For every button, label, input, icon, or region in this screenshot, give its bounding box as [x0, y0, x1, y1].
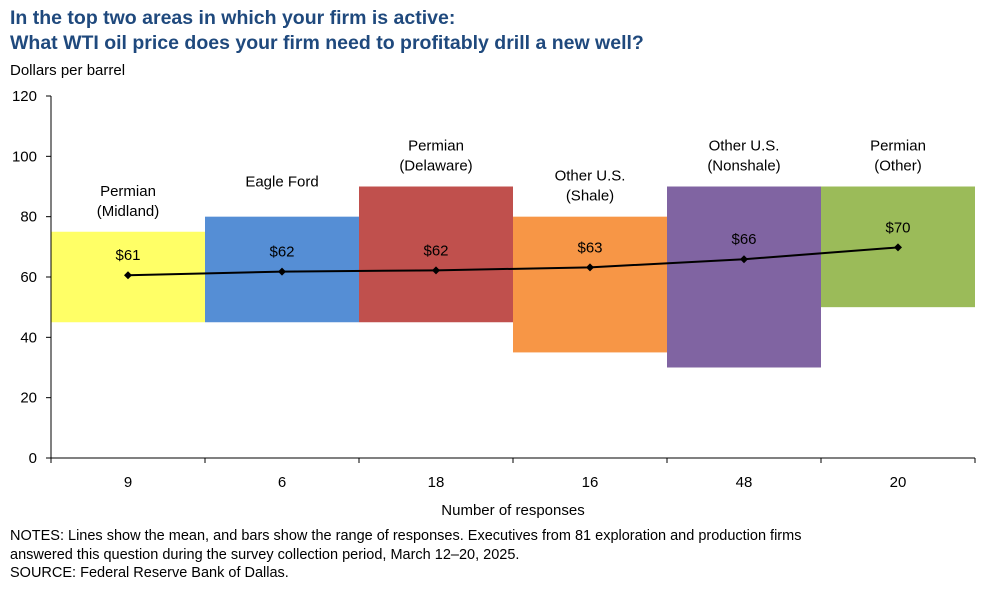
y-tick-label: 80: [20, 209, 37, 226]
category-label: (Delaware): [399, 158, 472, 175]
response-count-label: 20: [890, 474, 907, 491]
notes-line-2: answered this question during the survey…: [10, 546, 520, 563]
response-count-label: 6: [278, 474, 286, 491]
category-label: Other U.S.: [709, 138, 780, 155]
y-tick-label: 120: [12, 88, 37, 105]
mean-marker: [124, 271, 132, 280]
y-tick-label: 20: [20, 390, 37, 407]
notes: NOTES: Lines show the mean, and bars sho…: [10, 527, 990, 583]
title-line-1: In the top two areas in which your firm …: [10, 7, 456, 29]
response-count-label: 9: [124, 474, 132, 491]
chart-title: In the top two areas in which your firm …: [10, 6, 644, 56]
y-tick-label: 40: [20, 329, 37, 346]
category-label: (Midland): [97, 203, 160, 220]
mean-value-label: $62: [423, 242, 448, 259]
y-tick-label: 60: [20, 269, 37, 286]
response-count-label: 16: [582, 474, 599, 491]
y-tick-label: 100: [12, 148, 37, 165]
category-label: Other U.S.: [555, 168, 626, 185]
mean-value-label: $62: [269, 244, 294, 261]
y-axis-unit-label: Dollars per barrel: [10, 62, 126, 79]
title-line-2: What WTI oil price does your firm need t…: [10, 32, 644, 54]
category-label: Permian: [408, 138, 464, 155]
mean-marker: [894, 243, 902, 252]
category-label: Permian: [870, 138, 926, 155]
category-label: Permian: [100, 183, 156, 200]
mean-value-label: $61: [115, 247, 140, 264]
category-label: (Shale): [566, 188, 614, 205]
mean-marker: [586, 263, 594, 272]
range-bar: [513, 216, 667, 353]
range-bar: [667, 186, 821, 368]
notes-line-1: NOTES: Lines show the mean, and bars sho…: [10, 528, 802, 544]
mean-value-label: $70: [885, 219, 910, 236]
mean-marker: [432, 266, 440, 275]
mean-marker: [740, 255, 748, 264]
response-count-label: 18: [428, 474, 445, 491]
mean-value-label: $63: [577, 239, 602, 256]
category-label: (Other): [874, 158, 922, 175]
category-label: (Nonshale): [707, 158, 780, 175]
mean-line: [127, 246, 899, 277]
response-count-label: 48: [736, 474, 753, 491]
range-bar: [359, 186, 513, 323]
mean-marker: [278, 267, 286, 276]
y-tick-label: 0: [29, 450, 37, 467]
category-label: Eagle Ford: [245, 174, 318, 191]
source-line: SOURCE: Federal Reserve Bank of Dallas.: [10, 565, 289, 581]
x-axis-label: Number of responses: [441, 502, 584, 519]
mean-value-label: $66: [731, 231, 756, 248]
